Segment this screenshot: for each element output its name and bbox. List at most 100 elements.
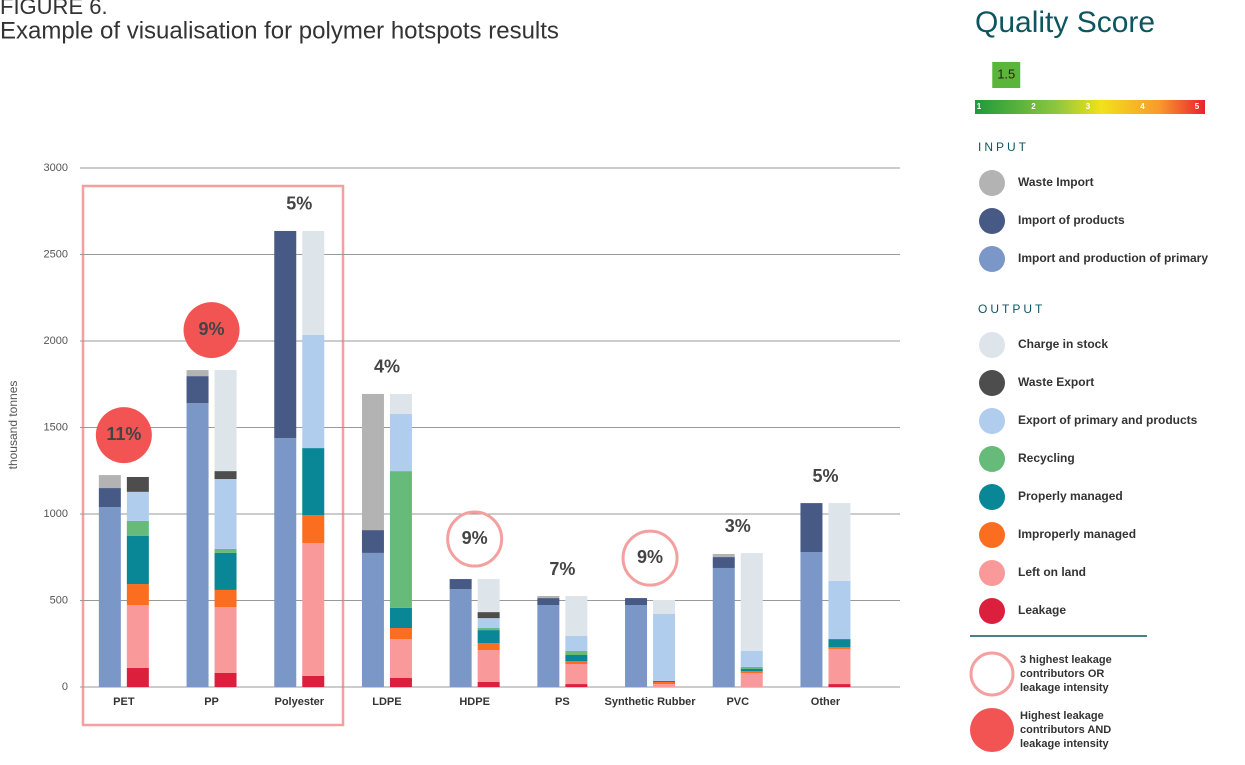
bar-segment bbox=[477, 681, 500, 687]
bar-segment bbox=[274, 438, 297, 687]
legend-swatch bbox=[979, 560, 1005, 586]
bar-segment bbox=[828, 684, 851, 687]
bar-segment bbox=[302, 515, 325, 544]
x-tick-label: LDPE bbox=[372, 696, 401, 708]
bar-segment bbox=[712, 557, 735, 568]
quality-tick: 2 bbox=[1031, 102, 1036, 111]
legend-swatch bbox=[979, 332, 1005, 358]
bar-segment bbox=[828, 647, 851, 649]
bar-segment bbox=[361, 530, 384, 553]
y-tick-label: 3000 bbox=[44, 162, 68, 174]
bar-segment bbox=[126, 476, 149, 492]
legend-label: Recycling bbox=[1018, 451, 1075, 465]
quality-value: 1.5 bbox=[997, 66, 1015, 81]
bar-segment bbox=[302, 230, 325, 335]
y-tick-label: 2000 bbox=[44, 335, 68, 347]
bar-segment bbox=[389, 628, 412, 640]
legend-swatch bbox=[979, 170, 1005, 196]
page-title: Example of visualisation for polymer hot… bbox=[0, 17, 559, 44]
bar-segment bbox=[565, 635, 588, 652]
bar-segment bbox=[740, 671, 763, 673]
legend-filled bbox=[970, 708, 1014, 752]
legend-ring bbox=[969, 651, 1015, 697]
legend-label: Import and production of primary bbox=[1018, 251, 1208, 265]
quality-tick: 3 bbox=[1086, 102, 1091, 111]
bar-segment bbox=[537, 604, 560, 687]
figure-label: FIGURE 6. bbox=[0, 0, 108, 19]
bar-segment bbox=[214, 607, 237, 673]
x-tick-label: PET bbox=[113, 696, 135, 708]
bar-segment bbox=[214, 552, 237, 590]
bar-segment bbox=[477, 630, 500, 644]
x-tick-label: Polyester bbox=[274, 696, 324, 708]
legend-label: Left on land bbox=[1018, 565, 1086, 579]
bar-segment bbox=[98, 475, 121, 489]
bar-segment bbox=[302, 543, 325, 676]
percent-label: 9% bbox=[637, 547, 663, 567]
legend-label: Import of products bbox=[1018, 213, 1125, 227]
marker-legend-text: contributors AND bbox=[1020, 724, 1111, 736]
bar-segment bbox=[565, 651, 588, 655]
bar-segment bbox=[214, 471, 237, 480]
quality-scale bbox=[975, 100, 1205, 114]
percent-label: 11% bbox=[106, 424, 141, 444]
bar-segment bbox=[126, 491, 149, 521]
legend-group: INPUT bbox=[978, 140, 1029, 154]
y-tick-label: 2500 bbox=[44, 248, 68, 260]
quality-title: Quality Score bbox=[975, 6, 1155, 39]
bar-segment bbox=[712, 553, 735, 558]
percent-label: 7% bbox=[549, 559, 575, 579]
bar-segment bbox=[477, 618, 500, 629]
highlight-ring bbox=[621, 529, 679, 587]
bar-segment bbox=[214, 370, 237, 472]
bar-segment bbox=[625, 604, 648, 687]
bar-segment bbox=[800, 503, 823, 553]
bar-segment bbox=[389, 471, 412, 608]
bar-segment bbox=[274, 230, 297, 439]
legend-label: Leakage bbox=[1018, 603, 1066, 617]
bar-segment bbox=[214, 589, 237, 608]
legend-label: Waste Import bbox=[1018, 175, 1094, 189]
bar-segment bbox=[361, 393, 384, 531]
marker-legend-text: 3 highest leakage bbox=[1020, 654, 1112, 666]
y-tick-label: 1500 bbox=[44, 421, 68, 433]
bar-segment bbox=[565, 654, 588, 662]
bar-segment bbox=[126, 535, 149, 585]
bar-segment bbox=[537, 596, 560, 599]
percent-label: 5% bbox=[286, 194, 312, 214]
bar-segment bbox=[186, 370, 209, 377]
legend-label: Waste Export bbox=[1018, 375, 1094, 389]
y-tick-label: 1000 bbox=[44, 508, 68, 520]
bar-segment bbox=[214, 479, 237, 549]
y-axis-label: thousand tonnes bbox=[6, 381, 20, 470]
bar-segment bbox=[740, 669, 763, 672]
bar-segment bbox=[653, 599, 676, 614]
y-tick-label: 0 bbox=[62, 681, 68, 693]
bar-segment bbox=[361, 552, 384, 687]
bar-segment bbox=[186, 376, 209, 404]
quality-tick: 4 bbox=[1140, 102, 1145, 111]
x-tick-label: PVC bbox=[726, 696, 749, 708]
bar-segment bbox=[477, 612, 500, 619]
bar-segment bbox=[565, 596, 588, 636]
bar-segment bbox=[740, 553, 763, 652]
bar-segment bbox=[389, 607, 412, 629]
marker-legend-text: contributors OR bbox=[1020, 668, 1104, 680]
bar-segment bbox=[477, 643, 500, 650]
marker-legend-text: Highest leakage bbox=[1020, 710, 1104, 722]
bar-segment bbox=[302, 334, 325, 449]
bar-segment bbox=[800, 552, 823, 687]
bar-segment bbox=[98, 507, 121, 687]
bar-segment bbox=[653, 681, 676, 685]
percent-label: 5% bbox=[812, 466, 838, 486]
bar-segment bbox=[653, 680, 676, 682]
bar-segment bbox=[389, 639, 412, 679]
legend-swatch bbox=[979, 408, 1005, 434]
bar-segment bbox=[625, 598, 648, 605]
quality-marker bbox=[992, 62, 1021, 88]
legend-swatch bbox=[979, 370, 1005, 396]
quality-tick: 5 bbox=[1195, 102, 1200, 111]
bar-segment bbox=[449, 589, 472, 687]
legend-label: Improperly managed bbox=[1018, 527, 1136, 541]
